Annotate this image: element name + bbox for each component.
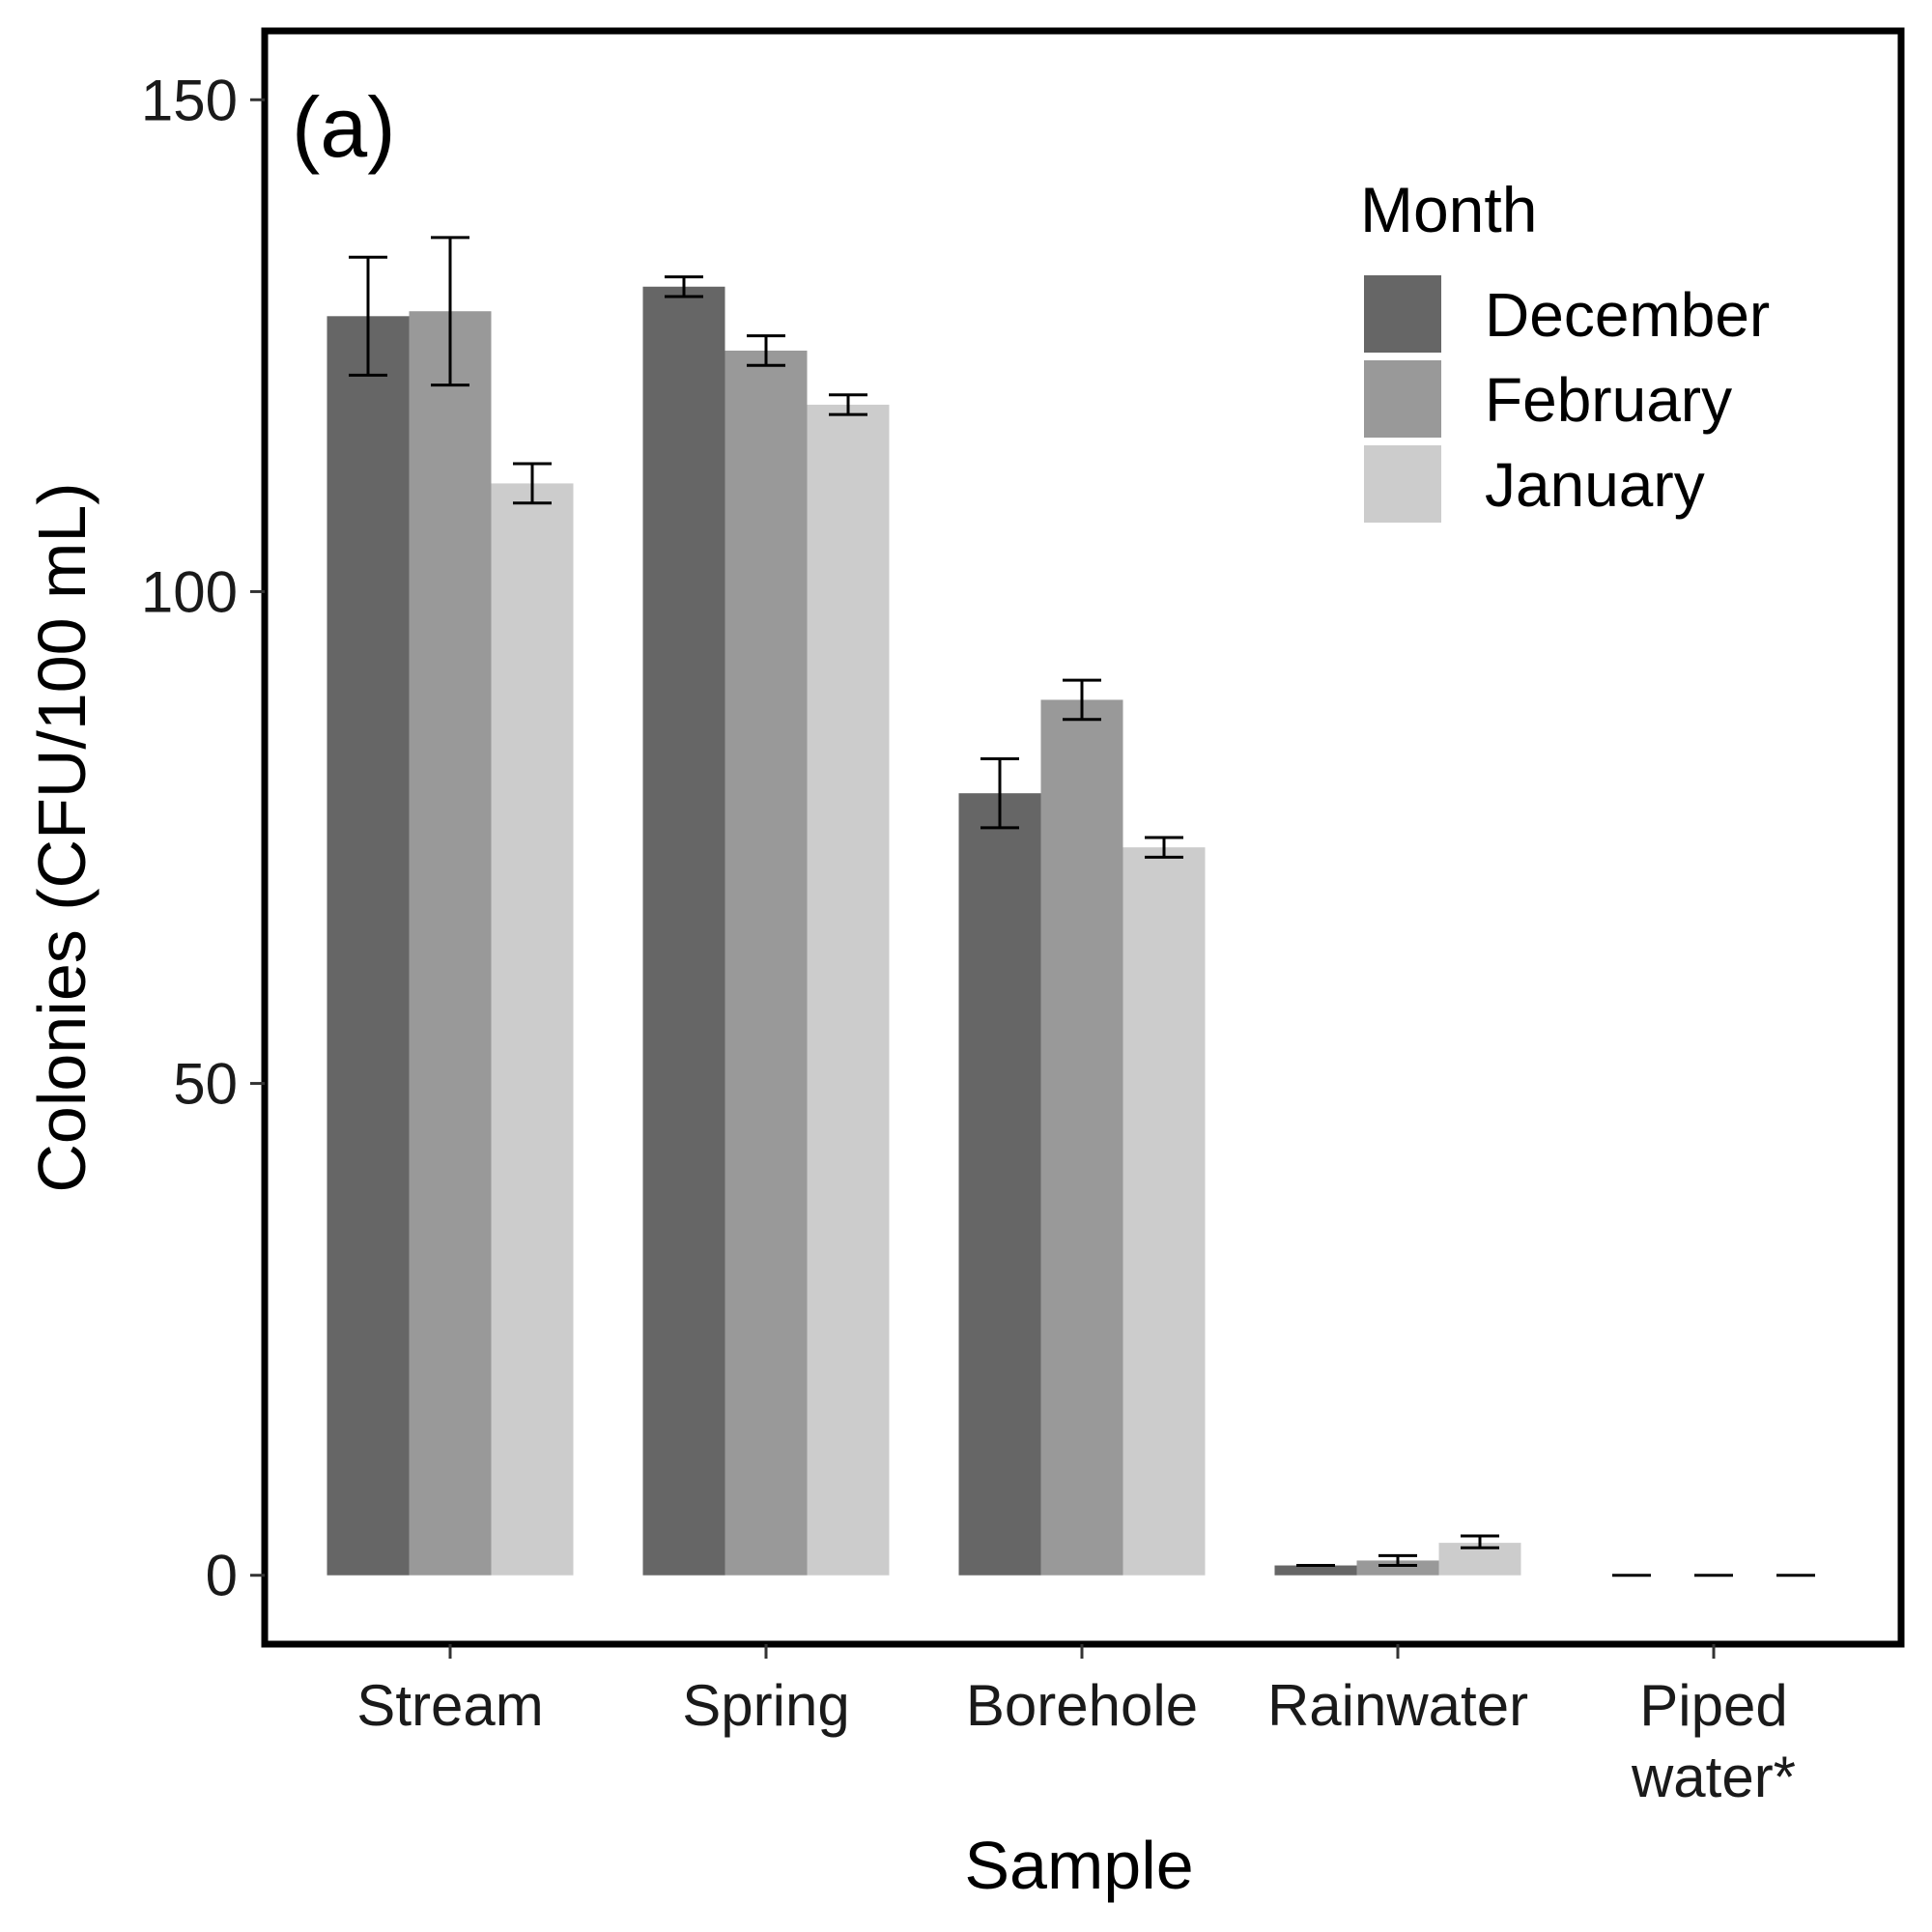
bar <box>1356 1560 1439 1576</box>
x-tick-label-line: water* <box>1631 1745 1796 1809</box>
x-tick-label-line: Spring <box>682 1673 849 1738</box>
bar <box>409 311 492 1576</box>
bar <box>807 404 890 1576</box>
y-axis: 0 50 100 150 <box>141 68 265 1608</box>
x-tick-label-line: Stream <box>356 1673 543 1738</box>
bar <box>1122 847 1206 1576</box>
legend-key <box>1364 360 1441 438</box>
bar <box>491 483 574 1576</box>
x-tick-label-line: Piped <box>1639 1673 1787 1738</box>
bars-layer <box>327 286 1521 1576</box>
y-axis-title: Colonies (CFU/100 mL) <box>24 482 99 1192</box>
error-bars-layer <box>349 236 1815 1577</box>
legend: Month December February January <box>1360 174 1770 523</box>
x-axis-title: Sample <box>964 1828 1193 1903</box>
bar <box>642 286 725 1576</box>
x-tick-label: Stream <box>356 1673 543 1738</box>
legend-label: January <box>1485 450 1705 520</box>
legend-title: Month <box>1360 174 1537 245</box>
legend-key <box>1364 275 1441 353</box>
x-tick-label-line: Rainwater <box>1267 1673 1528 1738</box>
x-tick-label-line: Borehole <box>966 1673 1198 1738</box>
legend-label: February <box>1485 365 1732 435</box>
bar <box>958 793 1041 1576</box>
bar <box>724 350 808 1576</box>
x-tick-label: Spring <box>682 1673 849 1738</box>
legend-label: December <box>1485 280 1770 350</box>
x-tick-label: Piped water* <box>1631 1673 1796 1809</box>
x-tick-label: Borehole <box>966 1673 1198 1738</box>
bar <box>327 316 410 1576</box>
x-tick-label: Rainwater <box>1267 1673 1528 1738</box>
y-tick-label: 50 <box>173 1052 238 1117</box>
bar <box>1040 699 1123 1576</box>
y-tick-label: 100 <box>141 559 238 624</box>
y-tick-label: 0 <box>206 1544 238 1608</box>
bar <box>1274 1565 1357 1576</box>
y-tick-label: 150 <box>141 68 238 132</box>
panel-label: (a) <box>292 79 396 175</box>
legend-key <box>1364 445 1441 523</box>
x-axis: Stream Spring Borehole Rainwater Piped water* <box>356 1644 1796 1809</box>
